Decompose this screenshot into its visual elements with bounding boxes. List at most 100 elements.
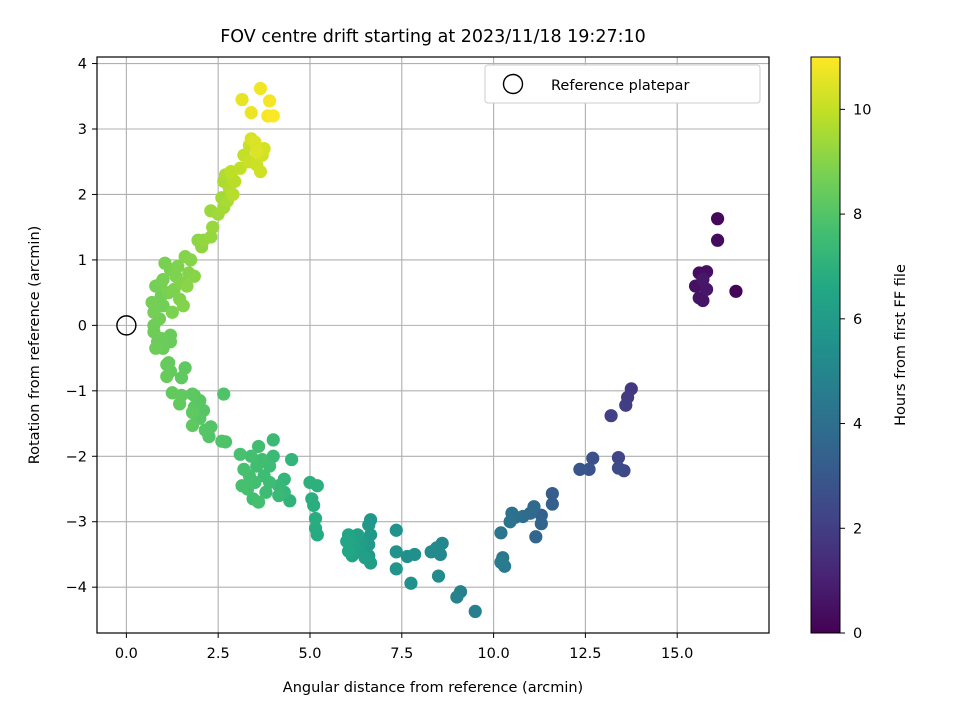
scatter-point: [244, 106, 258, 120]
x-tick-label: 7.5: [390, 646, 413, 662]
scatter-point: [165, 386, 179, 400]
legend-reference-marker-icon: [502, 73, 524, 95]
scatter-point: [308, 511, 323, 526]
y-tick-label: −1: [66, 384, 87, 400]
colorbar-axis: 0 2 4 6 8 10: [840, 102, 871, 642]
grid: [97, 57, 769, 633]
scatter-point: [468, 604, 482, 619]
scatter-point: [233, 447, 247, 461]
scatter-point: [404, 576, 418, 590]
y-tick-label: −2: [66, 449, 87, 465]
scatter-point: [431, 569, 446, 583]
scatter-point: [389, 545, 403, 559]
scatter-point: [305, 492, 319, 506]
legend: Reference platepar: [484, 64, 761, 104]
x-tick-label: 15.0: [661, 646, 693, 662]
y-tick-label: −3: [66, 515, 87, 531]
scatter-point: [253, 164, 268, 179]
scatter-point: [184, 253, 198, 267]
scatter-point: [582, 462, 596, 476]
colorbar-tick-label: 0: [853, 626, 862, 642]
y-tick-label: 4: [78, 57, 87, 73]
x-tick-label: 0.0: [115, 646, 138, 662]
scatter-point: [149, 341, 163, 355]
scatter-point: [251, 439, 266, 454]
plot-frame: [96, 56, 770, 634]
scatter-point: [604, 409, 618, 423]
scatter-point: [696, 293, 710, 308]
scatter-point: [710, 212, 725, 226]
scatter-point: [244, 449, 258, 463]
y-tick-label: −4: [66, 580, 87, 596]
scatter-point: [586, 451, 600, 465]
scatter-point: [696, 272, 710, 287]
scatter-point: [285, 452, 299, 467]
scatter-point: [226, 187, 240, 202]
scatter-point: [235, 479, 249, 493]
scatter-point: [185, 387, 200, 401]
scatter-point: [215, 434, 229, 448]
scatter-point: [259, 485, 273, 499]
scatter-point: [251, 495, 266, 509]
scatter-point: [266, 433, 280, 447]
scatter-point: [250, 145, 264, 159]
colorbar-tick-label: 2: [853, 521, 862, 537]
scatter-point: [611, 461, 626, 475]
scatter-point: [233, 161, 247, 175]
scatter-point: [266, 109, 280, 123]
scatter-point: [303, 475, 317, 490]
scatter-point: [340, 534, 354, 548]
scatter-point: [176, 299, 190, 313]
scatter-point: [187, 269, 201, 283]
scatter-point: [156, 272, 170, 287]
colorbar-tick-label: 4: [853, 417, 862, 433]
scatter-point: [173, 397, 187, 411]
scatter-point: [545, 497, 559, 511]
scatter-point: [362, 518, 376, 532]
scatter-point: [253, 81, 268, 96]
scatter-point: [503, 515, 517, 529]
scatter-point: [272, 488, 286, 503]
colorbar-tick-label: 8: [853, 207, 862, 223]
scatter-point: [534, 517, 548, 531]
scatter-point: [450, 590, 464, 604]
scatter-point: [171, 259, 185, 274]
x-tick-label: 10.0: [477, 646, 509, 662]
scatter-point: [729, 284, 743, 298]
x-tick-label: 5.0: [298, 646, 321, 662]
scatter-point: [160, 369, 174, 384]
scatter-point: [363, 528, 378, 542]
data-points: [145, 81, 743, 619]
scatter-point: [145, 295, 159, 310]
scatter-point: [308, 521, 323, 535]
scatter-point: [257, 469, 271, 483]
scatter-point: [204, 230, 218, 244]
scatter-point: [156, 299, 170, 313]
y-tick-label: 2: [78, 187, 87, 203]
legend-box: [484, 64, 761, 104]
y-tick-label: 1: [78, 253, 87, 269]
colorbar: [810, 56, 841, 634]
scatter-point: [185, 418, 200, 433]
scatter-point: [400, 549, 414, 564]
colorbar-tick-label: 6: [853, 312, 862, 328]
scatter-point: [178, 361, 192, 375]
scatter-point: [341, 544, 356, 558]
y-axis-label: Rotation from reference (arcmin): [27, 226, 43, 465]
scatter-point: [494, 526, 508, 540]
scatter-point: [529, 530, 543, 544]
scatter-point: [619, 398, 633, 412]
scatter-point: [198, 423, 212, 437]
x-axis-label: Angular distance from reference (arcmin): [283, 680, 583, 696]
colorbar-tick-label: 10: [853, 102, 871, 118]
scatter-point: [710, 233, 725, 247]
x-tick-label: 12.5: [569, 646, 601, 662]
scatter-point: [185, 405, 200, 420]
y-axis: −4 −3 −2 −1 0 1 2 3 4: [66, 57, 97, 596]
y-tick-label: 3: [78, 122, 87, 138]
y-tick-label: 0: [78, 318, 87, 334]
scatter-point: [389, 523, 403, 537]
scatter-point: [262, 94, 277, 108]
